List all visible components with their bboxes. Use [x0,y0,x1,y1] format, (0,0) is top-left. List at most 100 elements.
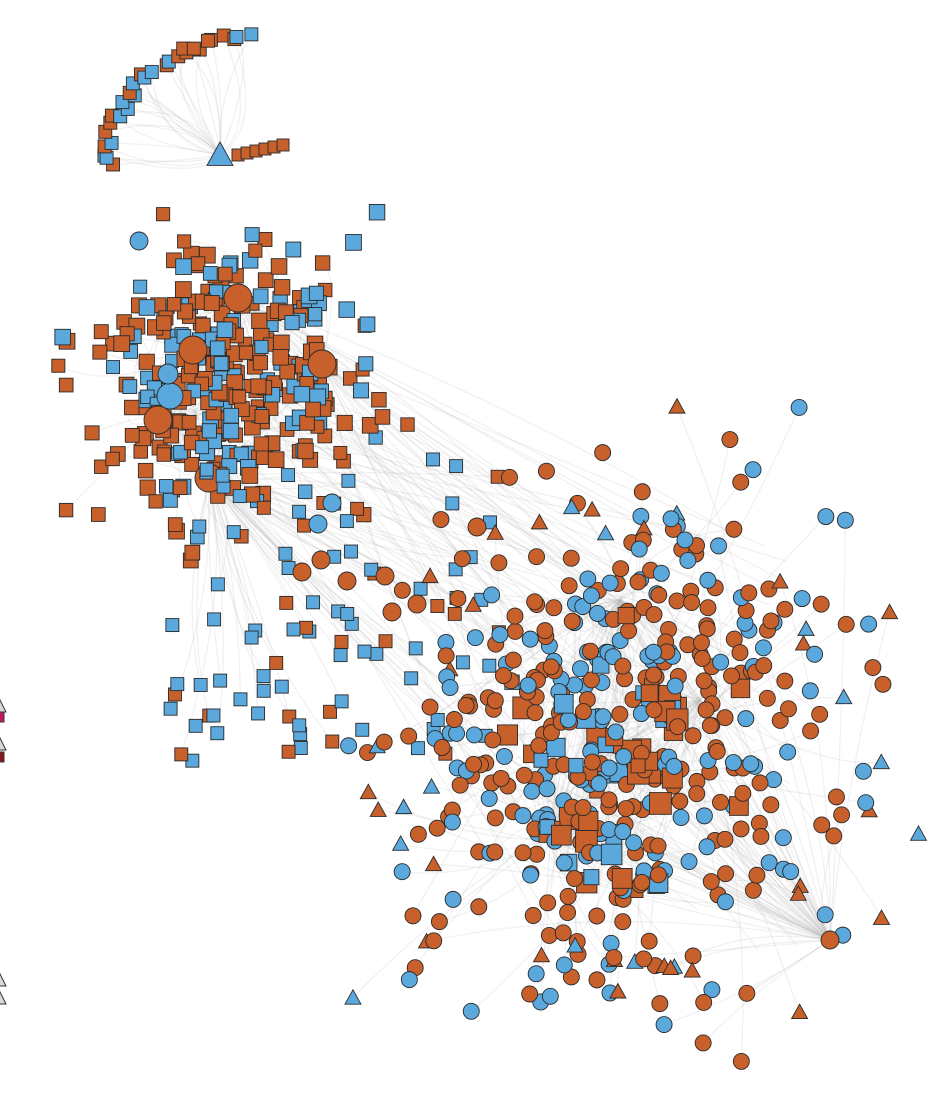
node-square [292,718,307,733]
node-circle [630,540,648,558]
node-square [254,339,269,355]
node-circle [540,926,558,944]
node-square [90,507,106,522]
node-square [252,355,268,371]
node-circle [448,724,466,742]
edge [663,939,831,1026]
node-circle [854,762,872,780]
edge [166,64,221,156]
node-circle [716,830,734,848]
edge [535,839,551,974]
node-square [285,241,302,258]
node-square [378,634,393,649]
node-circle [734,784,752,802]
node-square [553,693,574,714]
node-square [58,377,74,393]
node-circle [717,865,735,883]
node-circle [632,507,650,525]
node-square [343,371,358,386]
node-square [345,234,362,251]
node-square [156,447,171,462]
node-circle [441,679,459,696]
node-triangle [422,777,441,794]
node-square [213,673,228,688]
node-square [270,258,288,275]
node-triangle [909,824,928,841]
node-circle [425,932,443,950]
node-square [369,646,384,661]
node-square [202,266,218,281]
node-circle [793,590,811,608]
node-circle [645,666,663,684]
node-square [167,517,183,532]
node-circle [699,599,717,617]
node-square [364,562,379,577]
node-circle [688,785,706,803]
node-circle [506,622,524,640]
node-square [174,281,192,298]
node-circle [521,630,539,648]
edge [696,793,831,941]
node-circle [625,834,643,852]
node-square [144,65,159,80]
edge [578,599,621,669]
node-circle [668,592,686,610]
node-triangle [683,961,701,978]
node-square [413,581,428,596]
node-circle [559,711,577,729]
node-square [184,456,200,472]
edge [352,839,551,999]
node-circle [776,600,794,618]
node-square [244,486,261,503]
node-circle [614,913,632,931]
node-circle [812,595,830,613]
node-square [209,340,226,357]
node-square [404,671,419,686]
node-square [207,612,222,627]
node-circle [432,511,450,528]
edge [208,477,265,692]
node-square [124,399,140,416]
node-circle [393,863,411,881]
node-square [124,427,140,443]
node-circle [742,755,760,773]
node-circle [755,657,773,675]
edge [321,363,766,547]
node-square [305,401,321,418]
node-square [274,679,289,694]
node-square [138,299,156,316]
edge [208,477,417,649]
edge [676,719,831,941]
node-circle [337,571,357,591]
node-square [122,379,138,394]
node-square [374,409,391,425]
node-circle [437,647,455,665]
node-circle [393,581,411,599]
node-circle [322,493,342,513]
node-square [408,641,423,656]
edge [219,34,252,156]
node-triangle [391,834,410,851]
node-square [244,227,260,243]
edge [111,142,221,156]
node-square [279,363,296,380]
node-circle [695,672,713,690]
node-circle [521,985,539,1003]
node-circle [574,703,592,721]
node-triangle [566,936,584,953]
node-circle [693,649,711,667]
node-circle [514,807,532,825]
node-circle [430,913,448,931]
node-circle [590,775,608,793]
node-square [325,734,340,749]
node-circle [701,717,719,735]
node-square [193,678,208,692]
node-circle [537,462,555,480]
node-circle [560,577,578,595]
edge [208,477,300,726]
node-circle [515,766,533,784]
node-triangle [0,698,7,713]
node-circle [776,672,794,690]
node-circle [600,759,618,777]
